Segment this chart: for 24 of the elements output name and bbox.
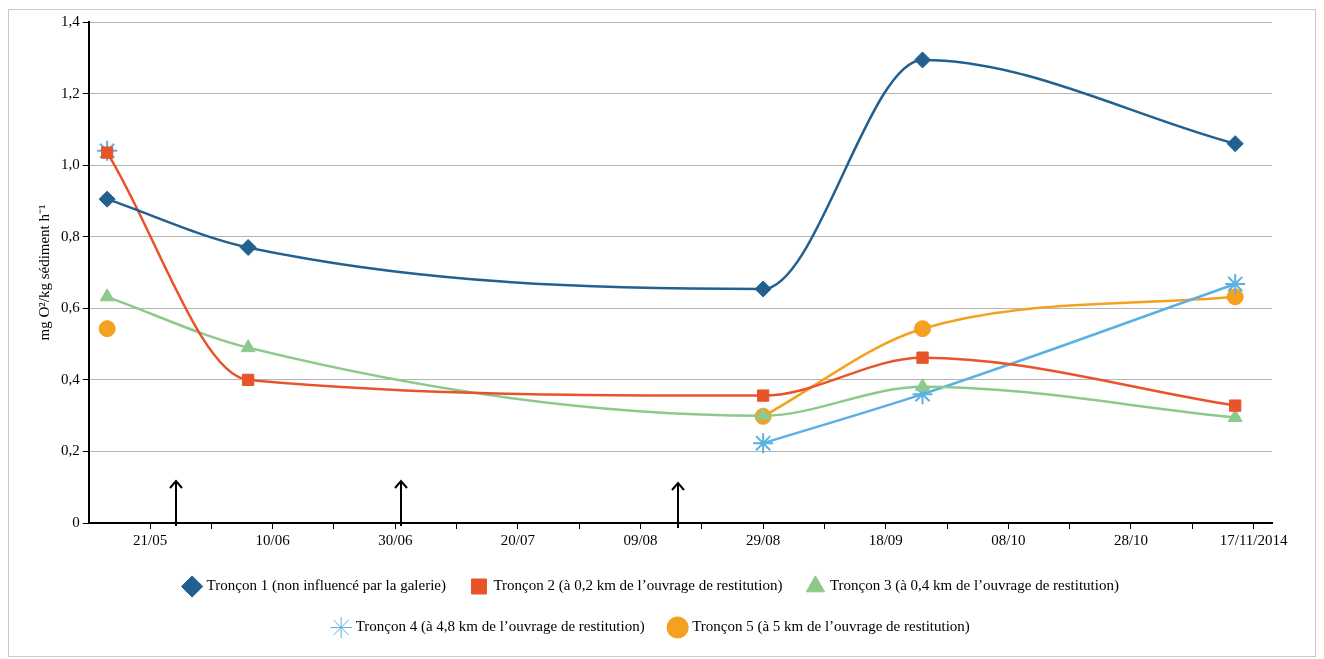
- y-tick-label: 0,6: [61, 299, 81, 316]
- x-tick-label: 30/06: [378, 531, 413, 548]
- legend-label: Tronçon 4 (à 4,8 km de l’ouvrage de restitution): [355, 618, 645, 636]
- x-tick-label: 29/08: [746, 531, 781, 548]
- x-tick-label: 28/10: [1113, 531, 1149, 548]
- legend-label: Tronçon 5 (à 5 km de l’ouvrage de restitution): [692, 618, 970, 636]
- legend-label: Tronçon 2 (à 0,2 km de l’ouvrage de restitution): [493, 577, 783, 595]
- x-tick-label: 20/07: [500, 531, 536, 548]
- x-tick-label: 18/09: [868, 531, 903, 548]
- y-tick-label: 1,0: [61, 156, 80, 173]
- x-tick-label: 08/10: [991, 531, 1026, 548]
- legend-label: Tronçon 3 (à 0,4 km de l’ouvrage de restitution): [829, 577, 1119, 595]
- legend-label: Tronçon 1 (non influencé par la galerie): [206, 577, 446, 595]
- x-tick-label: 09/08: [623, 531, 658, 548]
- y-axis-title: mg O²/kg sédiment h⁻¹: [35, 204, 52, 341]
- x-tick-label: 10/06: [255, 531, 291, 548]
- y-tick-label: 0,4: [61, 370, 81, 387]
- y-tick-label: 0,2: [61, 442, 80, 459]
- y-tick-label: 0,8: [61, 227, 80, 244]
- y-tick-label: 1,2: [61, 84, 80, 101]
- y-tick-label: 1,4: [61, 12, 81, 29]
- x-tick-label: 21/05: [132, 531, 168, 548]
- x-tick-label: 17/11/2014: [1219, 531, 1288, 548]
- y-tick-label: 0: [72, 513, 80, 530]
